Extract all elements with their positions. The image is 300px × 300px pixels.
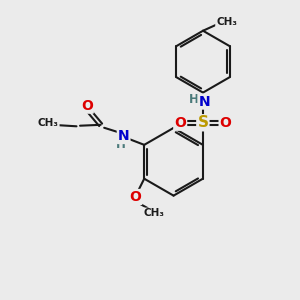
- Text: O: O: [220, 116, 232, 130]
- Text: CH₃: CH₃: [216, 17, 237, 27]
- Text: CH₃: CH₃: [144, 208, 165, 218]
- Text: O: O: [81, 99, 93, 113]
- Text: N: N: [118, 129, 129, 143]
- Text: O: O: [130, 190, 141, 204]
- Text: CH₃: CH₃: [38, 118, 59, 128]
- Text: N: N: [199, 94, 210, 109]
- Text: S: S: [197, 115, 208, 130]
- Text: O: O: [174, 116, 186, 130]
- Text: H: H: [116, 138, 126, 151]
- Text: H: H: [189, 93, 199, 106]
